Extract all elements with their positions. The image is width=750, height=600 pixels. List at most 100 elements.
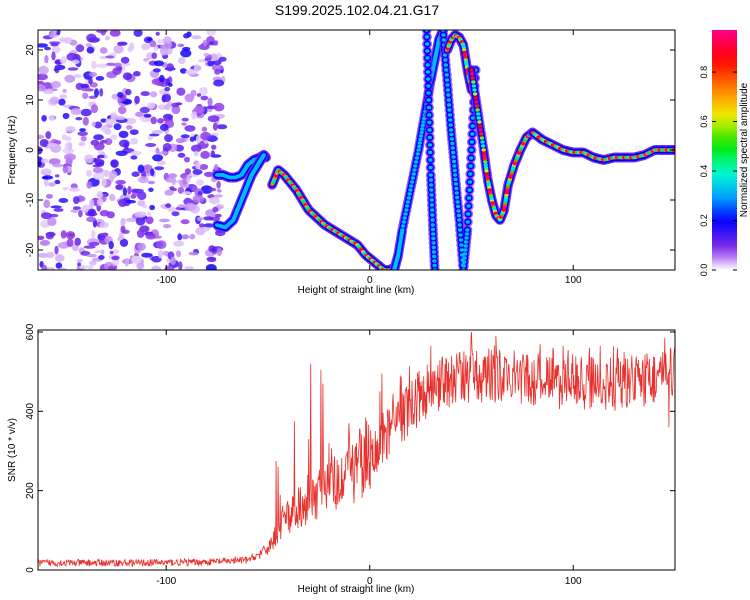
ridge-core [505,188,510,192]
ridge-core [452,164,457,168]
noise-blob [39,139,49,147]
noise-blob [70,209,79,213]
noise-blob [158,74,165,83]
noise-blob [200,185,213,194]
noise-blob [163,117,170,122]
snr-frame [37,329,676,571]
ridge-core [456,209,461,213]
noise-blob [125,217,138,223]
noise-blob [203,52,209,57]
ridge-core [474,100,479,104]
noise-blob [162,143,172,152]
ridge-core [418,137,423,142]
ridge-core [451,150,456,155]
snr-y-tick-label: 600 [25,323,36,340]
noise-blob [113,45,124,54]
ridge-core [449,137,455,141]
noise-blob [146,102,156,109]
noise-blob [54,174,60,178]
noise-blob [82,116,89,126]
noise-blob [181,191,192,195]
noise-blob [113,62,122,68]
noise-blob [64,136,72,141]
noise-blob [127,185,132,195]
ridge-core [445,88,451,92]
noise-blob [117,91,124,98]
ridge-core [402,216,407,220]
noise-blob [133,30,143,37]
ridge-core [475,108,480,112]
ridge-core [429,193,434,197]
noise-blob [38,252,49,258]
noise-blob [167,206,177,212]
ridge-core [462,50,467,55]
noise-blob [98,149,103,156]
noise-blob [165,203,172,208]
noise-blob [158,218,170,223]
noise-blob [73,196,80,205]
noise-blob [147,135,153,141]
ridge-core [417,141,422,145]
noise-blob [109,170,118,179]
ridge-core [503,198,508,202]
noise-blob [38,65,49,75]
ridge-core [446,98,451,102]
noise-blob [183,33,190,39]
ridge-core [470,76,475,80]
ridge-core [444,68,449,72]
noise-blob [190,89,197,97]
noise-blob [43,199,51,209]
ridge-core [463,248,468,252]
ridge-core [468,164,473,168]
noise-blob [110,134,118,140]
ridge-core [482,154,487,158]
ridge-core [411,172,416,176]
colorbar-tick-label: 0.2 [699,214,709,227]
noise-blob [184,93,195,103]
noise-blob [86,169,93,177]
ridge-core [454,186,459,191]
noise-blob [99,88,104,97]
noise-blob [181,117,189,122]
noise-blob [89,260,97,266]
ridge-core [472,88,477,92]
noise-blob [87,208,96,217]
noise-blob [156,160,166,166]
ridge-core [398,235,404,240]
noise-blob [177,57,186,65]
snr-x-tick-label: 100 [565,576,582,587]
noise-blob [148,187,154,192]
noise-blob [146,211,152,216]
ridge-core [503,195,509,200]
ridge-core [464,232,470,236]
noise-blob [135,216,146,226]
noise-blob [40,168,52,176]
ridge-core [431,236,436,241]
noise-blob [85,43,92,47]
noise-blob [147,37,153,42]
noise-blob [51,51,56,61]
ridge-core [481,151,487,155]
noise-blob [62,112,70,120]
ridge-core [404,208,409,212]
noise-blob [74,237,81,246]
noise-blob [178,204,186,209]
noise-blob [155,240,167,250]
colorbar-label: Normalized spectral amplitude [739,82,750,217]
noise-blob [130,151,142,156]
noise-blob [199,87,208,95]
ridge-core [446,93,451,97]
noise-blob [70,108,82,116]
ridge-core [458,233,463,237]
noise-blob [104,129,112,135]
noise-blob [96,198,104,207]
noise-blob [149,40,157,48]
noise-blob [181,122,187,126]
ridge-core [461,45,466,50]
ridge-core [479,132,484,136]
noise-blob [208,187,217,192]
ridge-core [502,203,508,207]
colorbar-ticks: 0.0 0.2 0.4 0.6 0.8 [699,66,737,276]
noise-blob [164,86,171,92]
ridge-core [468,156,474,160]
